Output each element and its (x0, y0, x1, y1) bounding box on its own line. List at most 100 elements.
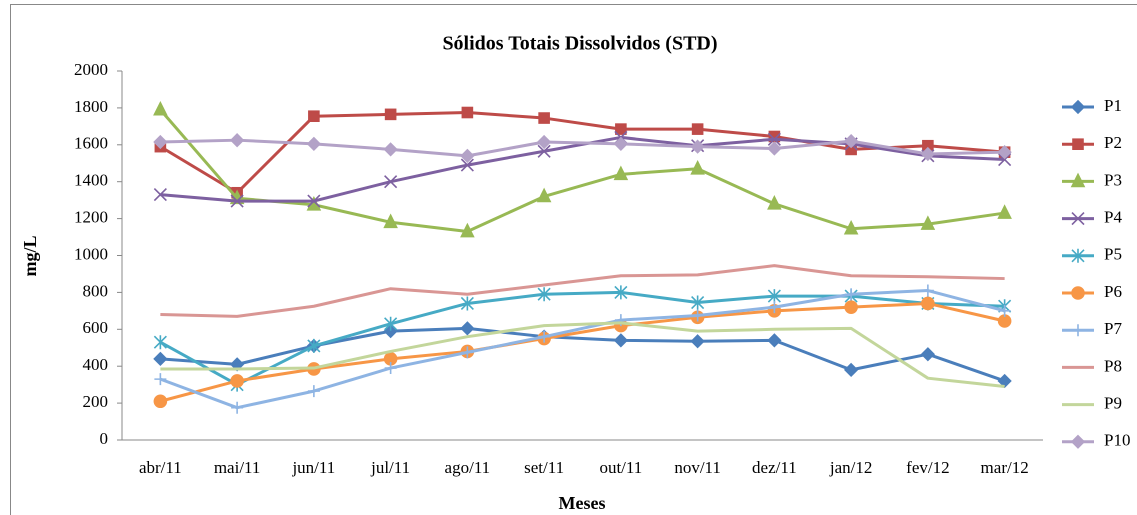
y-tick-label: 1000 (74, 244, 108, 263)
y-tick-label: 1400 (74, 171, 108, 190)
point-marker (613, 165, 629, 181)
point-marker (920, 347, 936, 362)
legend-label: P2 (1104, 133, 1122, 152)
point-marker (690, 159, 705, 175)
point-marker (997, 373, 1012, 389)
legend-label: P9 (1104, 394, 1122, 413)
point-marker (691, 309, 704, 322)
point-marker (691, 295, 705, 310)
y-tick-label: 1800 (74, 97, 108, 116)
y-tick-label: 400 (83, 355, 109, 374)
point-marker (460, 321, 475, 336)
point-marker (307, 194, 321, 208)
point-marker (153, 394, 168, 409)
point-marker (920, 146, 936, 162)
point-marker (460, 158, 474, 172)
x-tick-label: jul/11 (370, 458, 410, 477)
point-marker (921, 284, 934, 297)
point-marker (690, 139, 705, 154)
point-marker (537, 287, 551, 302)
point-marker (690, 334, 705, 349)
x-axis-label: Meses (559, 493, 606, 513)
point-marker (921, 296, 935, 311)
series-line (159, 301, 1005, 403)
point-marker (153, 335, 167, 350)
y-axis-label: mg/L (20, 235, 40, 276)
legend-label: P5 (1104, 245, 1122, 264)
point-marker (153, 100, 168, 116)
x-tick-label: nov/11 (674, 458, 721, 477)
x-tick-label: set/11 (524, 458, 564, 477)
point-marker (843, 133, 859, 149)
legend-label: P4 (1104, 208, 1122, 227)
point-marker (537, 144, 551, 158)
point-marker (920, 215, 936, 230)
legend-label: P7 (1104, 319, 1122, 338)
series-line (160, 138, 1005, 158)
point-marker (691, 123, 704, 135)
point-marker (538, 112, 550, 124)
point-marker (767, 195, 782, 210)
point-marker (767, 333, 782, 348)
legend-label: P8 (1104, 356, 1122, 375)
point-marker (153, 134, 168, 150)
point-marker (614, 285, 628, 300)
x-tick-label: jun/11 (291, 458, 335, 477)
point-marker (229, 133, 245, 148)
series-line (160, 326, 1006, 383)
legend-label: P3 (1104, 170, 1122, 189)
point-marker (306, 136, 322, 152)
point-marker (384, 362, 397, 375)
point-marker (231, 401, 244, 414)
point-marker (767, 289, 781, 304)
y-tick-label: 800 (83, 281, 109, 300)
point-marker (153, 351, 168, 366)
series-line (159, 108, 1005, 234)
chart-border (10, 4, 1137, 515)
point-marker (538, 330, 551, 343)
point-marker (460, 296, 474, 311)
point-marker (768, 301, 781, 314)
point-marker (461, 346, 474, 359)
point-marker (153, 188, 167, 202)
point-marker (615, 123, 627, 135)
point-marker (997, 204, 1012, 219)
y-tick-label: 200 (83, 392, 109, 411)
y-tick-label: 600 (83, 318, 109, 337)
point-marker (843, 219, 859, 235)
y-tick-label: 0 (100, 429, 109, 448)
x-tick-label: mai/11 (214, 458, 261, 477)
point-marker (307, 385, 320, 398)
legend-marker (1072, 324, 1084, 337)
point-marker (767, 132, 781, 146)
legend-label: P6 (1104, 282, 1122, 301)
point-marker (307, 338, 321, 353)
point-marker (536, 134, 552, 150)
point-marker (384, 316, 398, 331)
x-tick-label: jan/12 (829, 458, 873, 477)
point-marker (384, 175, 398, 189)
point-marker (383, 213, 398, 229)
point-marker (998, 304, 1011, 317)
y-tick-label: 1200 (74, 208, 108, 227)
x-tick-label: ago/11 (445, 458, 491, 477)
legend-marker (1070, 172, 1086, 188)
legend-marker (1071, 212, 1085, 226)
point-marker (383, 324, 398, 339)
legend-marker (1070, 434, 1086, 449)
point-marker (460, 148, 475, 164)
x-tick-label: abr/11 (139, 458, 182, 477)
series-line (160, 321, 1005, 388)
point-marker (536, 187, 552, 203)
point-marker (460, 222, 475, 238)
x-tick-label: fev/12 (906, 458, 949, 477)
point-marker (613, 333, 629, 348)
x-tick-label: out/11 (599, 458, 642, 477)
point-marker (384, 108, 397, 121)
point-marker (230, 374, 244, 388)
x-tick-label: dez/11 (752, 458, 797, 477)
point-marker (997, 145, 1012, 160)
legend-label: P10 (1104, 431, 1130, 450)
